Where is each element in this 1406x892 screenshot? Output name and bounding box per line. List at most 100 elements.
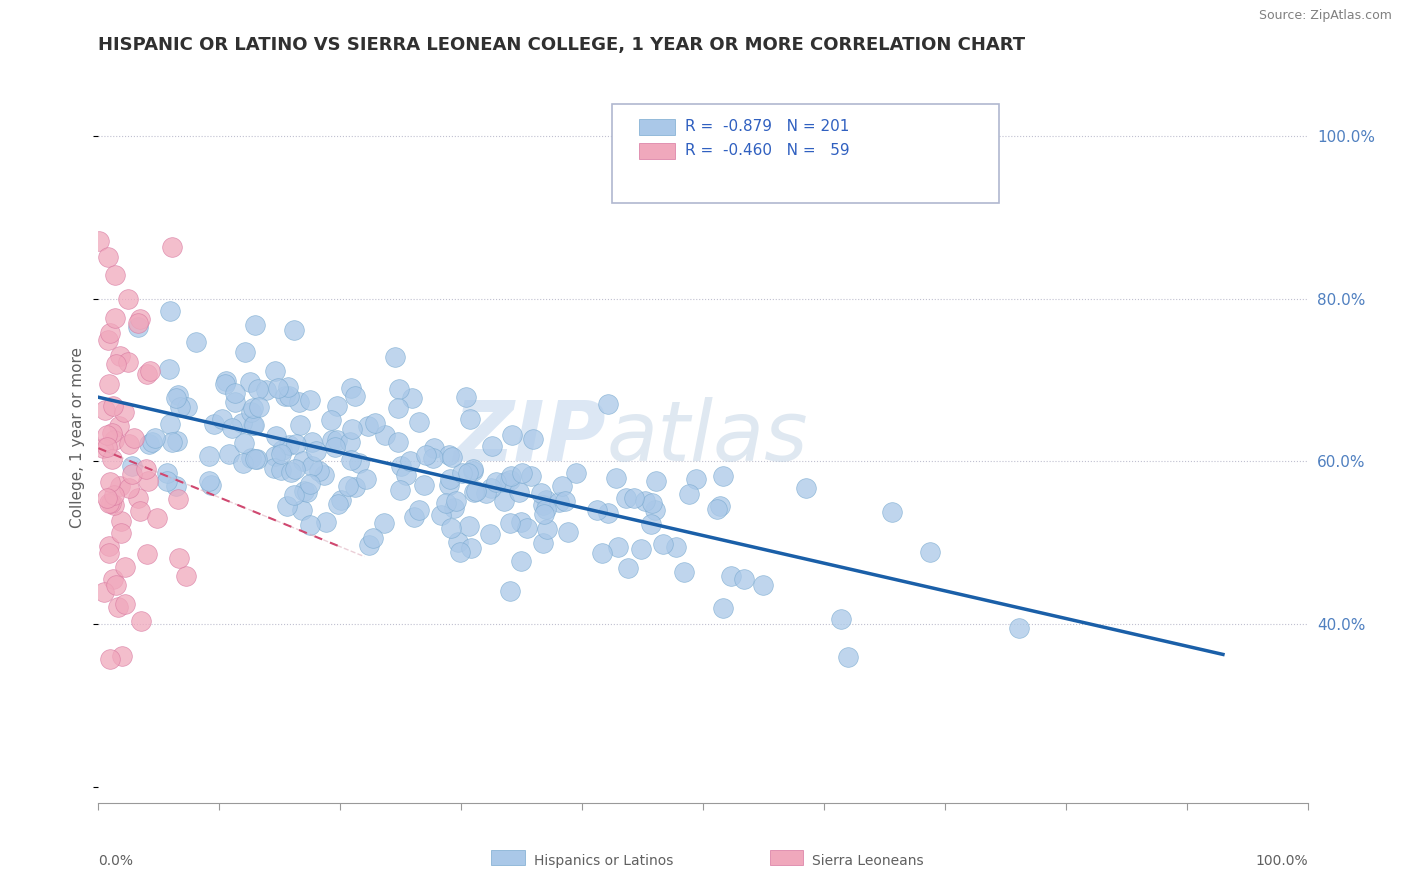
Point <box>104 268 127 282</box>
Point <box>479 481 502 495</box>
Point <box>364 416 387 430</box>
Point <box>233 345 256 359</box>
FancyBboxPatch shape <box>492 850 526 865</box>
Point <box>112 405 135 419</box>
Point <box>93 585 115 599</box>
Text: Sierra Leoneans: Sierra Leoneans <box>811 854 924 868</box>
Point <box>399 453 422 467</box>
Point <box>641 496 664 510</box>
Point <box>508 484 530 499</box>
Point <box>264 449 287 463</box>
FancyBboxPatch shape <box>638 143 675 159</box>
Point <box>499 473 522 487</box>
FancyBboxPatch shape <box>613 104 1000 203</box>
FancyBboxPatch shape <box>769 850 803 865</box>
Point <box>224 395 246 409</box>
Point <box>156 467 179 481</box>
Point <box>93 403 115 417</box>
Point <box>114 559 136 574</box>
Point <box>434 496 457 510</box>
Point <box>284 436 307 450</box>
Point <box>104 358 127 372</box>
Point <box>439 478 461 492</box>
Point <box>127 320 149 334</box>
Point <box>159 304 181 318</box>
Point <box>678 487 700 501</box>
Point <box>231 416 253 430</box>
Point <box>585 503 607 517</box>
Point <box>97 539 120 553</box>
Point <box>122 431 145 445</box>
Point <box>167 492 190 507</box>
Point <box>166 434 188 448</box>
Point <box>554 494 576 508</box>
Point <box>465 484 488 499</box>
Point <box>103 434 125 448</box>
Point <box>118 437 141 451</box>
Point <box>288 418 311 433</box>
Point <box>533 507 555 521</box>
Point <box>645 474 668 488</box>
Point <box>357 418 380 433</box>
Point <box>401 391 423 405</box>
Point <box>127 316 149 330</box>
Point <box>510 466 533 480</box>
Point <box>96 491 118 505</box>
Point <box>157 361 180 376</box>
Point <box>103 498 125 512</box>
Point <box>458 519 481 533</box>
Point <box>499 469 522 483</box>
Point <box>245 318 267 333</box>
Point <box>711 600 734 615</box>
Point <box>443 501 465 516</box>
Point <box>617 561 640 575</box>
Point <box>167 388 190 402</box>
Point <box>501 428 523 442</box>
Point <box>439 472 461 486</box>
Point <box>98 651 121 665</box>
Point <box>110 479 132 493</box>
Point <box>135 462 157 476</box>
Point <box>516 521 538 535</box>
Point <box>143 431 166 445</box>
Point <box>233 436 256 450</box>
Point <box>159 417 181 431</box>
Point <box>97 250 120 264</box>
Point <box>215 374 238 388</box>
Point <box>107 600 129 615</box>
Point <box>91 441 114 455</box>
Point <box>174 568 197 582</box>
Point <box>463 464 485 478</box>
Point <box>105 578 128 592</box>
Point <box>430 508 453 522</box>
Point <box>176 400 198 414</box>
Point <box>98 496 121 510</box>
Point <box>614 491 637 506</box>
Point <box>596 506 619 520</box>
Point <box>557 524 579 539</box>
Point <box>270 462 292 476</box>
Point <box>239 376 262 390</box>
Point <box>101 400 124 414</box>
Point <box>242 401 264 416</box>
Point <box>402 509 425 524</box>
Point <box>519 468 541 483</box>
Point <box>644 503 666 517</box>
Point <box>263 460 285 475</box>
Point <box>121 459 143 474</box>
Point <box>288 395 311 409</box>
Point <box>298 517 321 532</box>
Text: HISPANIC OR LATINO VS SIERRA LEONEAN COLLEGE, 1 YEAR OR MORE CORRELATION CHART: HISPANIC OR LATINO VS SIERRA LEONEAN COL… <box>98 36 1025 54</box>
Point <box>104 310 127 325</box>
Text: atlas: atlas <box>606 397 808 477</box>
Point <box>278 389 301 403</box>
Point <box>394 468 416 483</box>
Point <box>136 547 159 561</box>
Point <box>139 364 162 378</box>
Point <box>415 448 437 462</box>
Point <box>630 541 652 556</box>
Point <box>373 516 395 530</box>
Point <box>274 389 297 403</box>
Point <box>136 474 159 488</box>
Point <box>389 483 412 498</box>
